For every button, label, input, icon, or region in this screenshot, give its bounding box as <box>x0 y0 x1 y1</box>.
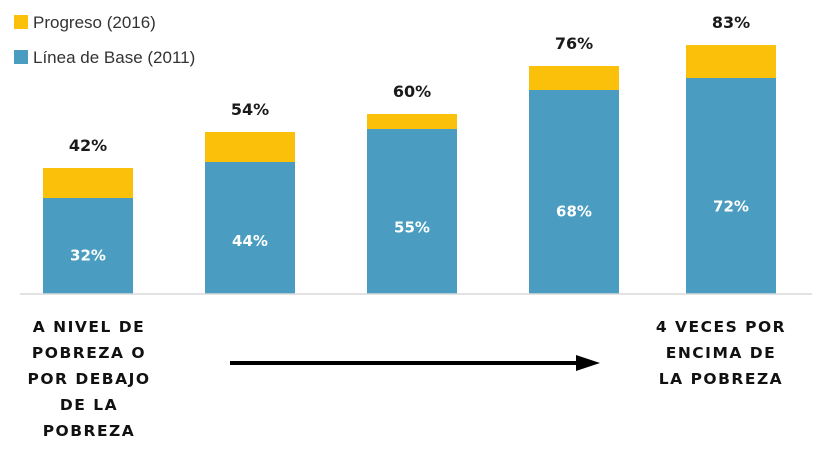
data-label-baseline-1: 32% <box>70 247 106 265</box>
caption-right: 4 VECES POR ENCIMA DE LA POBREZA <box>622 314 820 392</box>
caption-right-line-1: 4 VECES POR <box>655 318 787 336</box>
legend-swatch-1 <box>14 15 28 29</box>
bar-baseline-2 <box>205 162 295 294</box>
bar-progress-2 <box>205 132 295 162</box>
data-label-baseline-4: 68% <box>556 202 592 220</box>
direction-arrow <box>230 355 600 371</box>
legend-label-1: Progreso (2016) <box>33 13 156 32</box>
data-label-total-5: 83% <box>712 13 750 32</box>
caption-left: A NIVEL DE POBREZA O POR DEBAJO DE LA POBREZ… <box>0 314 178 444</box>
bar-baseline-5 <box>686 78 776 294</box>
data-label-baseline-3: 55% <box>394 218 430 236</box>
caption-left-line-4: DE LA <box>59 396 119 414</box>
caption-right-line-3: LA POBREZA <box>658 370 784 388</box>
arrow-head-icon <box>576 355 600 371</box>
data-label-total-1: 42% <box>69 136 107 155</box>
caption-left-line-5: POBREZA <box>42 422 136 440</box>
legend-swatch-2 <box>14 50 28 64</box>
data-label-baseline-2: 44% <box>232 232 268 250</box>
caption-left-line-3: POR DEBAJO <box>27 370 151 388</box>
data-label-total-2: 54% <box>231 100 269 119</box>
bar-progress-4 <box>529 66 619 90</box>
bars: 32% 42% 44% 54% 55% 60% 68% 76% 72% 83% <box>43 13 776 294</box>
caption-right-line-2: ENCIMA DE <box>665 344 777 362</box>
bar-progress-5 <box>686 45 776 78</box>
bar-progress-3 <box>367 114 457 129</box>
bar-baseline-1 <box>43 198 133 294</box>
caption-left-line-2: POBREZA O <box>31 344 147 362</box>
data-label-baseline-5: 72% <box>713 197 749 215</box>
legend-label-2: Línea de Base (2011) <box>33 48 195 67</box>
bar-progress-1 <box>43 168 133 198</box>
bar-baseline-4 <box>529 90 619 294</box>
legend: Progreso (2016) Línea de Base (2011) <box>14 13 195 67</box>
caption-left-line-1: A NIVEL DE <box>32 318 146 336</box>
data-label-total-3: 60% <box>393 82 431 101</box>
bar-baseline-3 <box>367 129 457 294</box>
data-label-total-4: 76% <box>555 34 593 53</box>
